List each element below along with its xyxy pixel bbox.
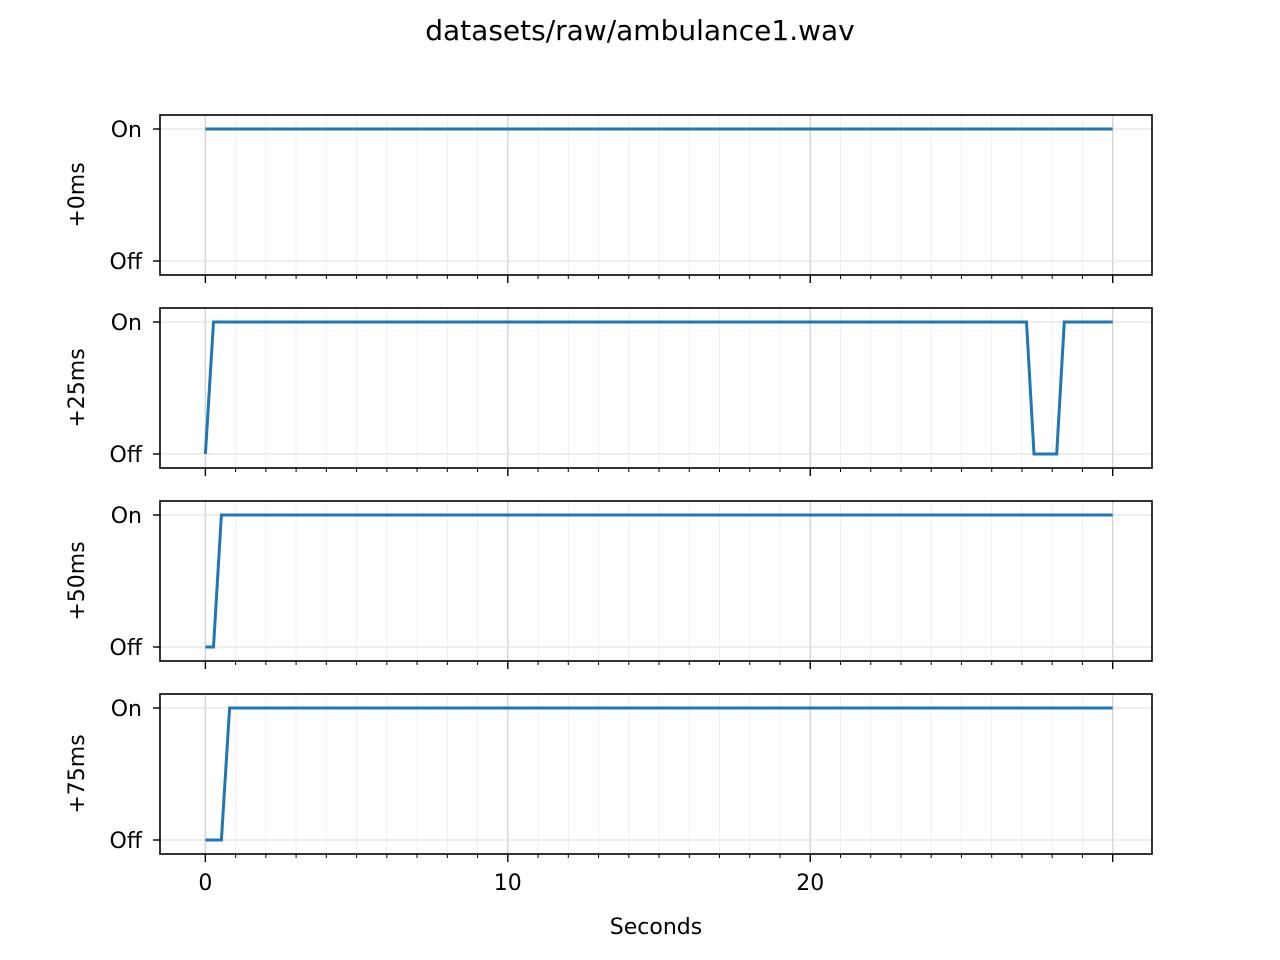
y-tick-label: Off <box>110 250 143 275</box>
subplot-3: Off On +50ms <box>65 500 1153 669</box>
y-tick-label: On <box>111 311 142 336</box>
y-axis-label: +50ms <box>65 541 90 620</box>
axes-frame <box>159 693 1153 855</box>
series-line-2 <box>203 320 1113 456</box>
x-tick-label: 20 <box>796 871 824 896</box>
x-axis-label: Seconds <box>610 915 702 940</box>
axes-frame <box>159 307 1153 469</box>
series-line-4 <box>205 706 1113 842</box>
y-tick-label: On <box>111 118 142 143</box>
y-axis-label: +25ms <box>65 348 90 427</box>
axes-frame <box>159 114 1153 276</box>
y-tick-label: Off <box>110 636 143 661</box>
x-tick-label: 0 <box>198 871 212 896</box>
subplot-1: Off On +0ms <box>65 114 1153 283</box>
y-axis-label: +75ms <box>65 734 90 813</box>
subplot-2: Off On +25ms <box>65 307 1153 476</box>
y-tick-label: On <box>111 697 142 722</box>
y-axis-label: +0ms <box>65 162 90 227</box>
subplot-4: Off On +75ms 0 10 20 Seconds <box>65 693 1153 940</box>
axes-frame <box>159 500 1153 662</box>
y-tick-label: On <box>111 504 142 529</box>
y-tick-label: Off <box>110 829 143 854</box>
x-tick-label: 10 <box>494 871 522 896</box>
y-tick-label: Off <box>110 443 143 468</box>
series-line-3 <box>205 513 1113 649</box>
figure-title: datasets/raw/ambulance1.wav <box>425 14 855 47</box>
